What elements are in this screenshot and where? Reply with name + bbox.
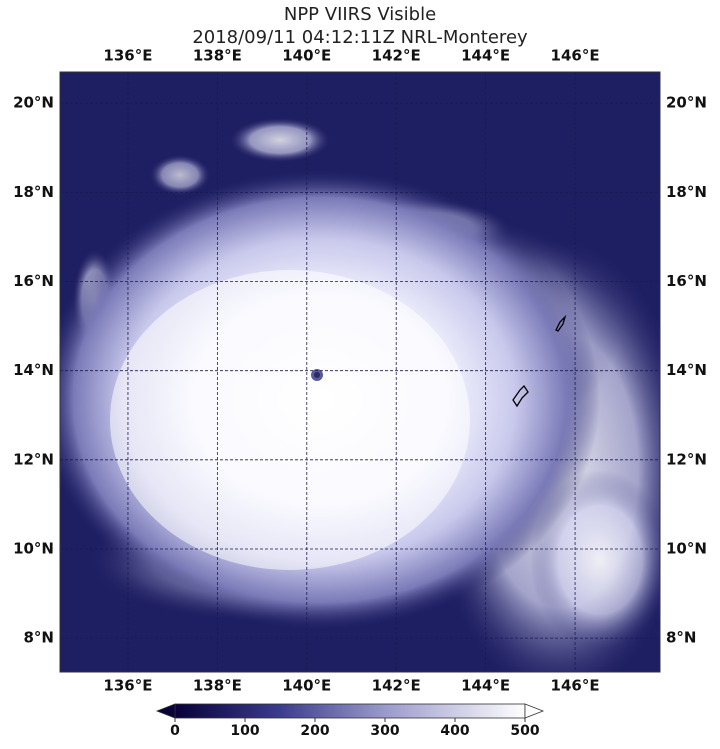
lon-label: 140°E (282, 677, 331, 695)
colorbar: 0 100 200 300 400 500 (155, 703, 545, 739)
lat-label: 16°N (666, 272, 707, 290)
lon-label: 144°E (461, 47, 510, 65)
lat-label: 8°N (24, 629, 55, 647)
saipan-outline (555, 314, 567, 332)
colorbar-body (174, 703, 526, 719)
lat-label: 12°N (13, 450, 54, 468)
lat-label: 16°N (13, 272, 54, 290)
lat-label: 20°N (666, 94, 707, 112)
lat-label: 10°N (13, 539, 54, 557)
colorbar-tick-label: 300 (370, 723, 399, 739)
colorbar-extend-high (524, 703, 545, 719)
satellite-image (60, 72, 660, 672)
lon-label: 136°E (103, 677, 152, 695)
colorbar-extend-low (155, 703, 176, 719)
lat-label: 18°N (13, 183, 54, 201)
lat-label: 8°N (666, 629, 697, 647)
lat-label: 10°N (666, 539, 707, 557)
lat-label: 14°N (666, 361, 707, 379)
lon-label: 142°E (372, 677, 421, 695)
colorbar-tick-label: 0 (170, 723, 180, 739)
islands (512, 314, 567, 408)
lat-label: 14°N (13, 361, 54, 379)
lon-label: 144°E (461, 677, 510, 695)
lon-label: 136°E (103, 47, 152, 65)
lat-label: 18°N (666, 183, 707, 201)
subtitle: 2018/09/11 04:12:11Z NRL-Monterey (192, 27, 528, 48)
title: NPP VIIRS Visible (284, 4, 436, 25)
graticule (60, 72, 660, 672)
colorbar-tick-label: 500 (510, 723, 539, 739)
lat-label: 12°N (666, 450, 707, 468)
colorbar-tick-label: 200 (300, 723, 329, 739)
lon-label: 140°E (282, 47, 331, 65)
lat-label: 20°N (13, 94, 54, 112)
lon-label: 146°E (551, 677, 600, 695)
guam-outline (512, 384, 529, 408)
lon-label: 138°E (193, 677, 242, 695)
map-frame (59, 71, 661, 673)
lon-label: 146°E (551, 47, 600, 65)
colorbar-tick-label: 400 (440, 723, 469, 739)
lon-label: 138°E (193, 47, 242, 65)
lon-label: 142°E (372, 47, 421, 65)
colorbar-tick-label: 100 (230, 723, 259, 739)
